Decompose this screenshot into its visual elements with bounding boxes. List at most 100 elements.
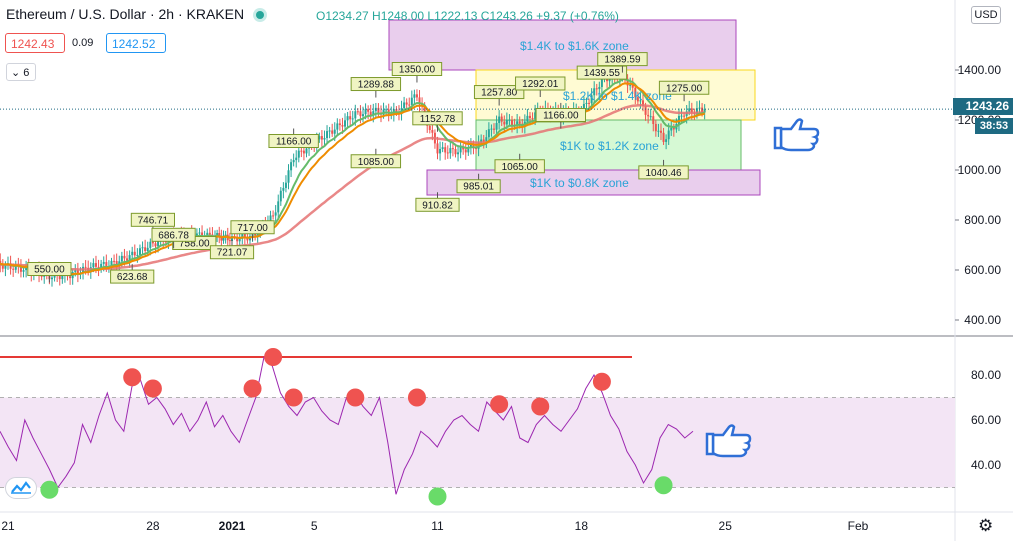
candle-body [231, 236, 233, 242]
candle-body [369, 111, 372, 116]
candle-body [508, 119, 511, 121]
time-axis-label: 21 [1, 519, 15, 533]
candle-body [480, 139, 483, 143]
candle-body [634, 87, 637, 98]
candle-body [222, 236, 225, 241]
candle-body [336, 123, 339, 130]
candle-body [228, 240, 231, 242]
candle-body [672, 127, 675, 130]
candle-body [639, 100, 642, 102]
price-label-box [268, 134, 319, 148]
candle-body [495, 122, 498, 130]
candle-body [472, 144, 475, 149]
candle-body [344, 120, 347, 127]
price-label-box [494, 159, 545, 174]
candle-body [302, 150, 305, 154]
price-label-box [515, 76, 566, 91]
candle-body [4, 264, 7, 269]
candle-body [657, 130, 660, 132]
zone-box [388, 19, 737, 71]
candle-body [644, 105, 647, 115]
candle-body [14, 264, 17, 270]
price-label: 686.78 [158, 230, 189, 241]
rsi-overbought-marker [490, 395, 509, 414]
candle-body [701, 107, 704, 113]
price-label: 758.00 [179, 239, 210, 250]
rsi-oversold-marker [40, 480, 59, 499]
candle-body [487, 129, 490, 138]
price-label-box [658, 80, 710, 95]
candle-body [1, 265, 4, 269]
price-axis-label: 800.00 [964, 213, 1001, 227]
candle-body [454, 149, 457, 155]
zone-label: $1K to $0.8K zone [530, 176, 629, 190]
candle-body [462, 147, 465, 150]
candle-body [292, 160, 295, 163]
candle-body [631, 84, 634, 88]
candle-body [649, 116, 652, 118]
price-label: 1040.46 [645, 168, 682, 179]
price-label-box [576, 65, 628, 80]
rsi-axis-label: 60.00 [971, 413, 1001, 427]
price-axis-label: 600.00 [964, 263, 1001, 277]
candle-body [503, 121, 506, 125]
price-label: 1257.80 [481, 88, 518, 99]
candle-body [305, 148, 308, 154]
candle-body [665, 139, 668, 142]
candle-body [128, 255, 131, 261]
price-label: 1166.00 [543, 111, 579, 122]
candle-body [274, 212, 277, 216]
candle-body [154, 243, 157, 247]
candle-body [457, 152, 460, 155]
tradingview-logo-icon[interactable] [5, 477, 37, 499]
candle-body [588, 102, 591, 104]
candle-body [320, 136, 323, 140]
zone-label: $1K to $1.2K zone [560, 139, 659, 153]
candle-body [295, 157, 298, 161]
rsi-overbought-marker [123, 368, 142, 387]
price-label-box [638, 165, 689, 180]
rsi-oversold-marker [428, 487, 447, 506]
candle-body [662, 132, 665, 142]
candle-body [642, 100, 644, 106]
price-label: 1350.00 [399, 65, 436, 76]
price-label-box [350, 77, 402, 92]
price-label: 985.01 [463, 182, 494, 193]
candle-body [485, 137, 488, 142]
price-label-box [27, 262, 72, 276]
zone-label: $1.2K to $1.4K zone [563, 89, 672, 103]
candle-body [518, 121, 521, 124]
candle-body [590, 95, 593, 104]
candle-body [84, 266, 87, 268]
candle-body [688, 108, 691, 112]
candle-body [136, 254, 139, 256]
sell-button[interactable]: 1242.43 [5, 33, 65, 53]
price-label-box [209, 245, 255, 260]
indicator-count: 6 [23, 67, 30, 79]
rsi-band [0, 397, 955, 488]
candle-body [408, 104, 411, 106]
candle-body [61, 275, 64, 280]
candle-body [413, 94, 416, 98]
candle-body [659, 130, 662, 133]
candle-body [695, 108, 698, 114]
candle-body [505, 120, 508, 125]
rsi-overbought-marker [531, 397, 550, 416]
candle-body [74, 270, 77, 273]
candle-body [144, 247, 147, 252]
candle-body [277, 201, 280, 213]
candle-body [377, 107, 380, 113]
candle-body [585, 102, 588, 104]
price-label-box [130, 212, 176, 227]
pointing-hand-icon [705, 424, 752, 458]
price-label: 1439.55 [584, 68, 621, 79]
price-label-box [350, 154, 402, 169]
settings-gear-icon[interactable]: ⚙ [978, 516, 994, 535]
candle-body [94, 263, 97, 267]
rsi-overbought-marker [407, 388, 426, 407]
indicators-toggle-button[interactable]: ⌄ 6 [6, 63, 36, 81]
currency-button[interactable]: USD [971, 6, 1001, 24]
buy-button[interactable]: 1242.52 [106, 33, 166, 53]
candle-body [300, 150, 303, 152]
